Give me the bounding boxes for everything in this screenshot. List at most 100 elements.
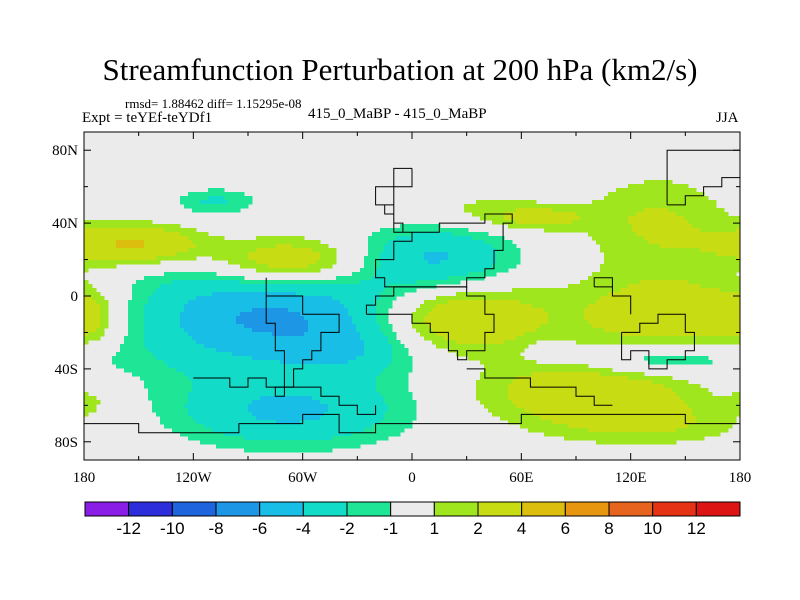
contour-cell: [644, 356, 649, 361]
contour-cell: [532, 220, 537, 225]
contour-cell: [664, 260, 669, 265]
contour-cell: [160, 232, 165, 237]
contour-cell: [180, 272, 185, 277]
contour-cell: [516, 212, 521, 217]
contour-cell: [432, 248, 437, 253]
contour-cell: [616, 280, 621, 285]
contour-cell: [192, 364, 197, 369]
contour-cell: [192, 280, 197, 285]
contour-cell: [328, 256, 333, 261]
contour-cell: [284, 268, 289, 273]
contour-cell: [672, 328, 677, 333]
contour-cell: [720, 292, 725, 297]
contour-cell: [732, 244, 737, 249]
contour-cell: [240, 204, 245, 209]
contour-cell: [176, 324, 181, 329]
contour-cell: [244, 340, 249, 345]
contour-cell: [256, 240, 261, 245]
contour-cell: [472, 244, 477, 249]
contour-cell: [224, 320, 229, 325]
contour-cell: [160, 340, 165, 345]
contour-cell: [280, 264, 285, 269]
contour-cell: [464, 344, 469, 349]
contour-cell: [496, 300, 501, 305]
contour-cell: [168, 304, 173, 309]
contour-cell: [692, 272, 697, 277]
contour-cell: [208, 240, 213, 245]
contour-cell: [460, 304, 465, 309]
contour-cell: [408, 272, 413, 277]
contour-cell: [464, 228, 469, 233]
contour-cell: [388, 348, 393, 353]
contour-cell: [152, 240, 157, 245]
contour-cell: [612, 280, 617, 285]
contour-cell: [692, 312, 697, 317]
contour-cell: [588, 220, 593, 225]
contour-cell: [308, 252, 313, 257]
contour-cell: [248, 332, 253, 337]
contour-cell: [720, 304, 725, 309]
contour-cell: [256, 296, 261, 301]
contour-cell: [376, 252, 381, 257]
contour-cell: [728, 308, 733, 313]
contour-cell: [260, 344, 265, 349]
contour-cell: [648, 212, 653, 217]
contour-cell: [480, 340, 485, 345]
contour-cell: [444, 296, 449, 301]
contour-cell: [540, 316, 545, 321]
contour-cell: [188, 196, 193, 201]
contour-cell: [676, 284, 681, 289]
contour-cell: [188, 348, 193, 353]
contour-cell: [680, 272, 685, 277]
contour-cell: [160, 284, 165, 289]
contour-cell: [152, 352, 157, 357]
contour-cell: [656, 188, 661, 193]
contour-cell: [528, 316, 533, 321]
contour-cell: [84, 328, 89, 333]
contour-cell: [464, 244, 469, 249]
contour-cell: [260, 312, 265, 317]
contour-cell: [648, 224, 653, 229]
contour-cell: [704, 248, 709, 253]
contour-cell: [192, 248, 197, 253]
contour-cell: [700, 296, 705, 301]
contour-cell: [372, 336, 377, 341]
contour-cell: [692, 252, 697, 257]
contour-cell: [628, 332, 633, 337]
contour-cell: [84, 300, 89, 305]
contour-cell: [400, 260, 405, 265]
contour-cell: [372, 240, 377, 245]
contour-cell: [428, 336, 433, 341]
contour-cell: [324, 284, 329, 289]
contour-cell: [328, 320, 333, 325]
contour-cell: [176, 244, 181, 249]
contour-cell: [644, 336, 649, 341]
contour-cell: [184, 252, 189, 257]
contour-cell: [188, 292, 193, 297]
contour-cell: [492, 244, 497, 249]
contour-cell: [704, 312, 709, 317]
contour-cell: [320, 316, 325, 321]
contour-cell: [696, 320, 701, 325]
contour-cell: [424, 228, 429, 233]
contour-cell: [472, 292, 477, 297]
contour-cell: [604, 264, 609, 269]
contour-cell: [668, 332, 673, 337]
contour-cell: [512, 288, 517, 293]
contour-cell: [276, 256, 281, 261]
contour-cell: [692, 232, 697, 237]
contour-cell: [644, 260, 649, 265]
contour-cell: [612, 240, 617, 245]
contour-cell: [628, 192, 633, 197]
contour-cell: [604, 300, 609, 305]
contour-cell: [228, 284, 233, 289]
contour-cell: [480, 292, 485, 297]
contour-cell: [672, 196, 677, 201]
contour-cell: [388, 336, 393, 341]
contour-cell: [148, 332, 153, 337]
contour-cell: [600, 296, 605, 301]
contour-cell: [96, 296, 101, 301]
contour-cell: [484, 340, 489, 345]
contour-cell: [708, 264, 713, 269]
contour-cell: [544, 296, 549, 301]
